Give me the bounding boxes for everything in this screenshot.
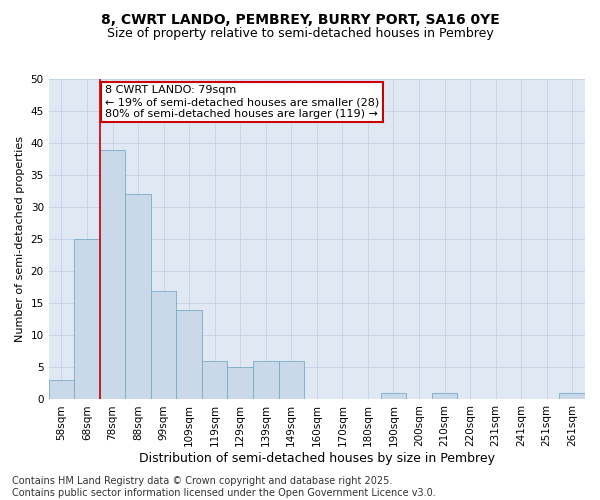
Bar: [176, 310, 202, 400]
Bar: [125, 194, 151, 400]
Bar: [253, 361, 278, 400]
Text: 8 CWRT LANDO: 79sqm
← 19% of semi-detached houses are smaller (28)
80% of semi-d: 8 CWRT LANDO: 79sqm ← 19% of semi-detach…: [105, 86, 379, 118]
Text: 8, CWRT LANDO, PEMBREY, BURRY PORT, SA16 0YE: 8, CWRT LANDO, PEMBREY, BURRY PORT, SA16…: [101, 12, 499, 26]
Bar: [151, 290, 176, 400]
Bar: [278, 361, 304, 400]
Text: Contains HM Land Registry data © Crown copyright and database right 2025.
Contai: Contains HM Land Registry data © Crown c…: [12, 476, 436, 498]
Bar: [202, 361, 227, 400]
Bar: [559, 393, 585, 400]
Bar: [380, 393, 406, 400]
Y-axis label: Number of semi-detached properties: Number of semi-detached properties: [15, 136, 25, 342]
X-axis label: Distribution of semi-detached houses by size in Pembrey: Distribution of semi-detached houses by …: [139, 452, 495, 465]
Bar: [432, 393, 457, 400]
Bar: [227, 368, 253, 400]
Bar: [49, 380, 74, 400]
Text: Size of property relative to semi-detached houses in Pembrey: Size of property relative to semi-detach…: [107, 28, 493, 40]
Bar: [74, 239, 100, 400]
Bar: [100, 150, 125, 400]
